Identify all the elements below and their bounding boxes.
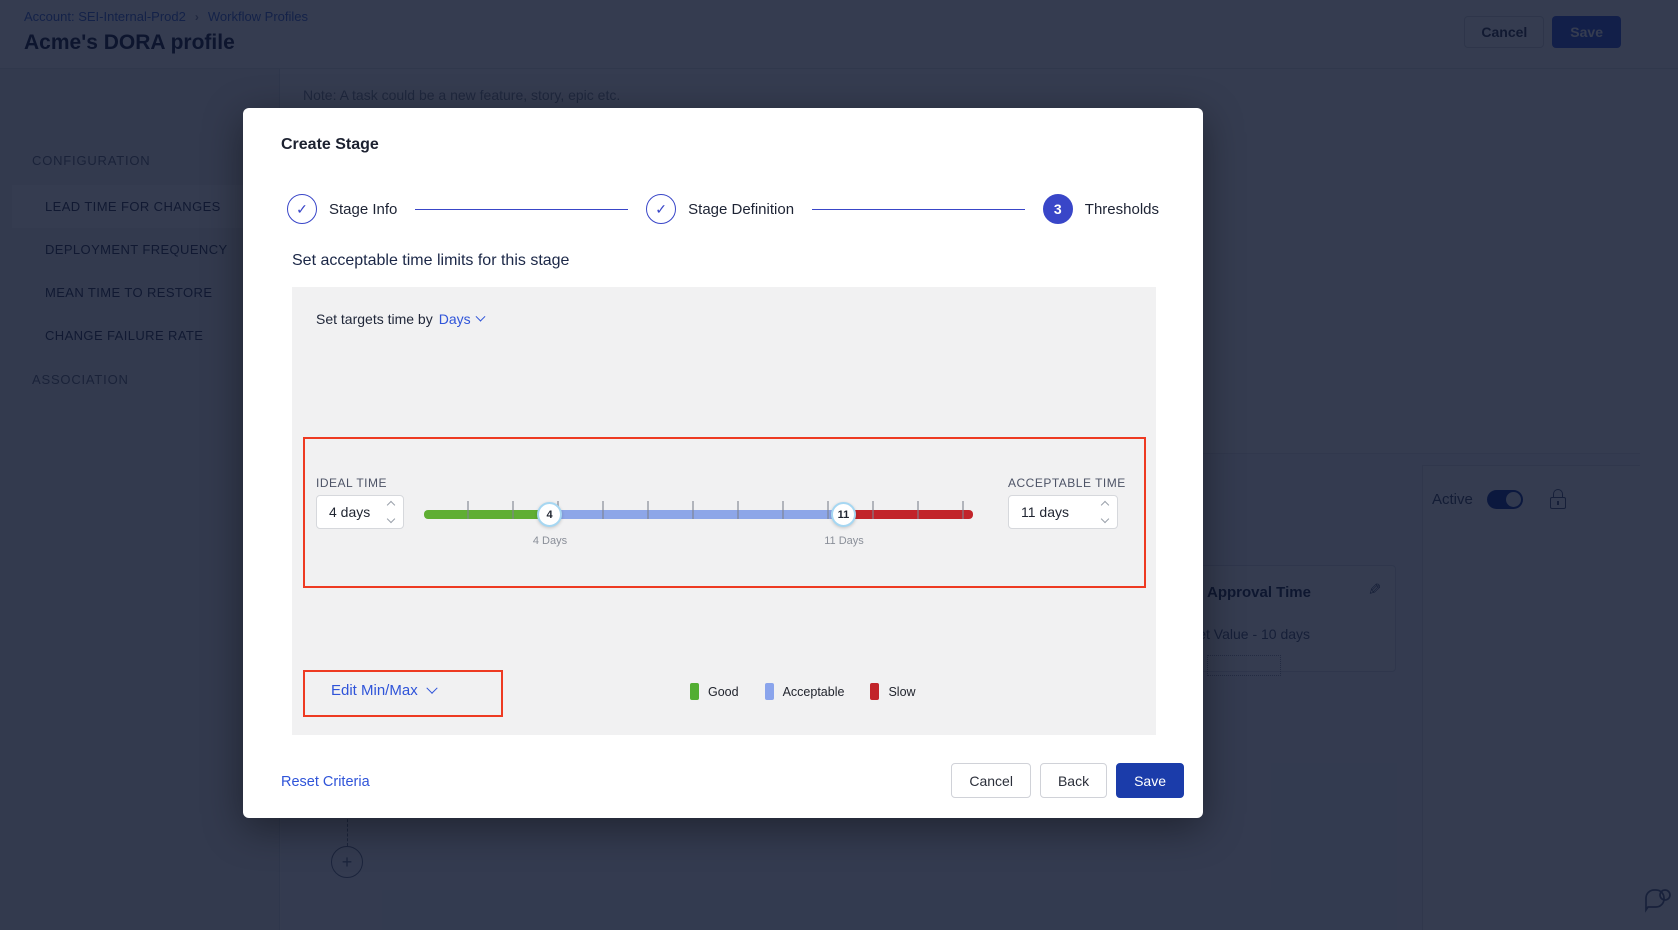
legend-label: Good [708, 684, 739, 699]
legend-item-acceptable: Acceptable [764, 683, 845, 700]
good-swatch [690, 683, 699, 700]
create-stage-modal: Create Stage ✓ Stage Info ✓ Stage Defini… [243, 108, 1203, 818]
ideal-time-input[interactable] [316, 495, 404, 529]
check-icon: ✓ [646, 194, 677, 224]
check-icon: ✓ [287, 194, 317, 224]
slider-lower-handle[interactable]: 4 [537, 502, 562, 527]
acceptable-time-label: ACCEPTABLE TIME [1008, 476, 1126, 490]
stepper-connector [812, 208, 1025, 210]
acceptable-time-input[interactable] [1008, 495, 1118, 529]
modal-footer-buttons: Cancel Back Save [951, 763, 1184, 798]
step-thresholds[interactable]: 3 Thresholds [1042, 194, 1159, 224]
step-stage-info[interactable]: ✓ Stage Info [287, 194, 397, 224]
stepper-connector [415, 208, 629, 210]
legend-item-slow: Slow [870, 683, 916, 700]
slider-upper-value-label: 11 Days [824, 535, 864, 547]
acceptable-swatch [764, 683, 774, 700]
edit-minmax-dropdown[interactable]: Edit Min/Max [331, 682, 438, 699]
step-label: Stage Definition [688, 200, 795, 218]
step-stage-definition[interactable]: ✓ Stage Definition [646, 194, 794, 224]
set-targets-row: Set targets time by Days [316, 311, 486, 327]
acceptable-time-stepper[interactable] [1099, 500, 1111, 524]
modal-title: Create Stage [281, 136, 379, 153]
reset-criteria-link[interactable]: Reset Criteria [281, 774, 370, 790]
wizard-stepper: ✓ Stage Info ✓ Stage Definition 3 Thresh… [287, 192, 1159, 226]
step-number-badge: 3 [1042, 194, 1073, 224]
edit-minmax-label: Edit Min/Max [331, 682, 418, 699]
thresholds-panel: Set targets time by Days IDEAL TIME 4 11… [292, 287, 1156, 735]
ideal-time-stepper[interactable] [385, 500, 397, 524]
legend-label: Slow [888, 684, 916, 699]
modal-cancel-button[interactable]: Cancel [951, 763, 1031, 798]
slider-ticks [424, 501, 973, 519]
legend-item-good: Good [690, 683, 739, 700]
chevron-down-icon[interactable] [475, 311, 486, 322]
targets-unit-dropdown[interactable]: Days [438, 311, 471, 327]
slider-upper-handle[interactable]: 11 [831, 502, 856, 527]
chevron-down-icon [426, 682, 438, 694]
slow-swatch [870, 683, 880, 700]
ideal-time-label: IDEAL TIME [316, 476, 388, 490]
step-label: Stage Info [329, 200, 398, 218]
legend-label: Acceptable [782, 684, 845, 699]
modal-back-button[interactable]: Back [1039, 763, 1108, 798]
thresholds-heading: Set acceptable time limits for this stag… [292, 252, 570, 269]
threshold-slider: 4 11 4 Days 11 Days [424, 501, 973, 551]
slider-lower-value-label: 4 Days [532, 535, 568, 547]
annotation-box-edit-minmax [303, 670, 503, 717]
annotation-box-slider [303, 437, 1146, 588]
slider-legend: Good Acceptable Slow [690, 683, 916, 700]
step-label: Thresholds [1084, 200, 1159, 218]
set-targets-label: Set targets time by [316, 311, 433, 327]
modal-save-button[interactable]: Save [1116, 763, 1184, 798]
